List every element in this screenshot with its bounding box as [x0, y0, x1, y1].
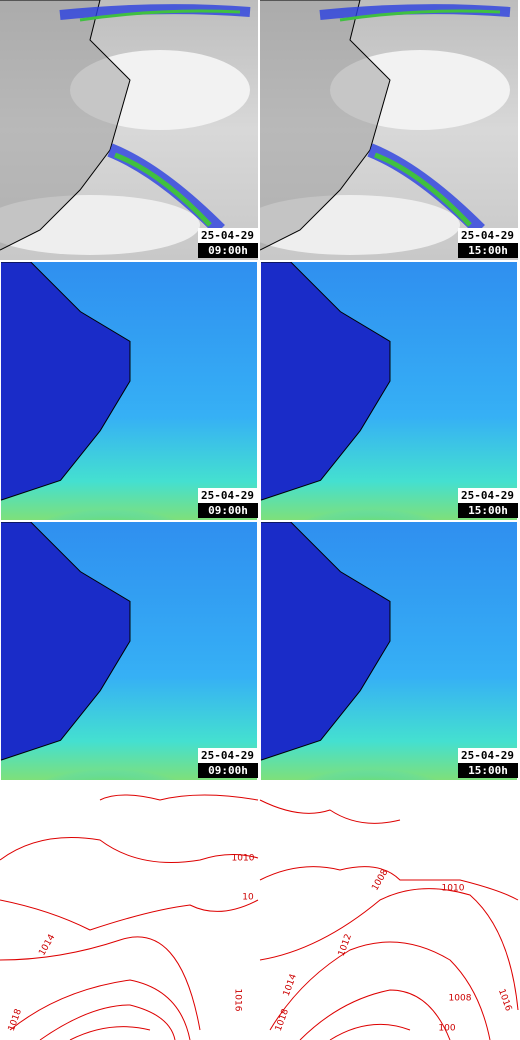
date-label: 25-04-29 [201, 749, 254, 762]
date-box [198, 488, 258, 503]
contour-label: 1018 [274, 1007, 291, 1032]
contour-label: 10 [242, 893, 254, 903]
time-box [458, 243, 518, 258]
contour-label: 1008 [370, 868, 390, 893]
time-box [198, 503, 258, 518]
date-box [458, 488, 518, 503]
timestamp-label: 25-04-29 09:00h [198, 488, 258, 518]
time-label: 09:00h [208, 504, 248, 517]
contour-label: 1018 [7, 1007, 24, 1032]
contour-label: 1012 [337, 933, 354, 958]
date-box [458, 748, 518, 763]
timestamp-label: 25-04-29 09:00h [198, 228, 258, 258]
date-label: 25-04-29 [461, 229, 514, 242]
date-box [198, 748, 258, 763]
date-box [198, 228, 258, 243]
contour-label: 1010 [232, 854, 255, 864]
date-label: 25-04-29 [201, 489, 254, 502]
timestamp-label: 25-04-29 15:00h [458, 488, 518, 518]
timestamp-label: 25-04-29 09:00h [198, 748, 258, 778]
time-label: 15:00h [468, 764, 508, 777]
contour-label: 1008 [449, 994, 472, 1004]
satellite-map [240, 0, 518, 260]
time-label: 15:00h [468, 504, 508, 517]
satellite-map [0, 0, 258, 260]
time-label: 15:00h [468, 244, 508, 257]
timestamp-label: 25-04-29 15:00h [458, 748, 518, 778]
contour-label: 1010 [442, 884, 465, 894]
time-label: 09:00h [208, 244, 248, 257]
contour-label: 100 [438, 1024, 455, 1034]
pressure-contours [0, 794, 519, 1040]
date-label: 25-04-29 [201, 229, 254, 242]
date-label: 25-04-29 [461, 749, 514, 762]
time-box [458, 503, 518, 518]
time-box [198, 243, 258, 258]
contour-label: 1014 [37, 933, 57, 958]
time-box [198, 763, 258, 778]
date-box [458, 228, 518, 243]
timestamp-label: 25-04-29 15:00h [458, 228, 518, 258]
date-label: 25-04-29 [461, 489, 514, 502]
time-box [458, 763, 518, 778]
contour-label: 1016 [496, 988, 513, 1013]
time-label: 09:00h [208, 764, 248, 777]
contour-label: 1016 [233, 989, 243, 1012]
